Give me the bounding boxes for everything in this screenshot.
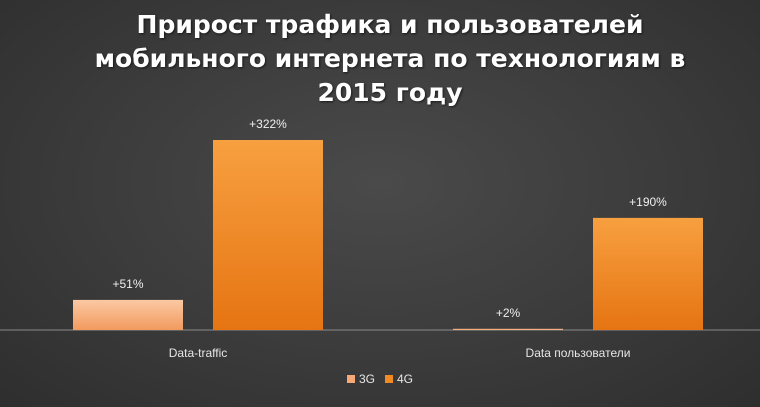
category-label-1: Data-traffic xyxy=(169,346,227,360)
legend: 3G 4G xyxy=(0,372,760,386)
category-label-2: Data пользователи xyxy=(526,346,631,360)
legend-label-3g: 3G xyxy=(358,372,375,386)
bar-4g-2 xyxy=(593,217,703,330)
legend-item-4g: 4G xyxy=(385,372,413,386)
legend-item-3g: 3G xyxy=(346,372,375,386)
legend-label-4g: 4G xyxy=(397,372,414,386)
data-label-3g-2: +2% xyxy=(496,306,521,320)
legend-swatch-3g xyxy=(346,375,355,383)
bar-4g-1 xyxy=(213,140,323,330)
data-label-3g-1: +51% xyxy=(112,277,143,291)
bar-3g-1 xyxy=(73,299,183,330)
data-label-4g-1: +322% xyxy=(249,117,287,131)
chart-title: Прирост трафика и пользователей мобильно… xyxy=(94,10,686,107)
data-label-4g-2: +190% xyxy=(629,195,667,209)
bar-3g-2 xyxy=(453,328,563,330)
legend-swatch-4g xyxy=(385,375,393,383)
